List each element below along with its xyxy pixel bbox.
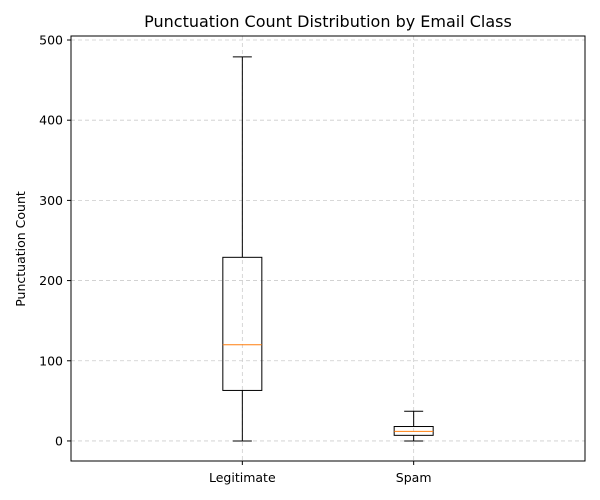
box-spam — [393, 410, 434, 442]
y-tick-label: 200 — [39, 273, 63, 288]
y-tick-label: 300 — [39, 193, 63, 208]
axes: 0 100 200 300 400 500 Legitimate Spam — [39, 33, 586, 485]
y-tick-label: 400 — [39, 113, 63, 128]
plot-frame — [70, 35, 586, 462]
y-tick-label: 0 — [55, 433, 63, 448]
box-legitimate — [222, 56, 263, 442]
x-tick-label: Legitimate — [209, 470, 276, 485]
y-axis-label: Punctuation Count — [13, 191, 28, 307]
y-tick-label: 500 — [39, 33, 63, 48]
y-tick-label: 100 — [39, 353, 63, 368]
grid — [71, 36, 585, 461]
x-tick-label: Spam — [396, 470, 432, 485]
box-iqr — [222, 256, 263, 391]
chart-title: Punctuation Count Distribution by Email … — [144, 12, 512, 31]
boxes — [222, 56, 434, 442]
